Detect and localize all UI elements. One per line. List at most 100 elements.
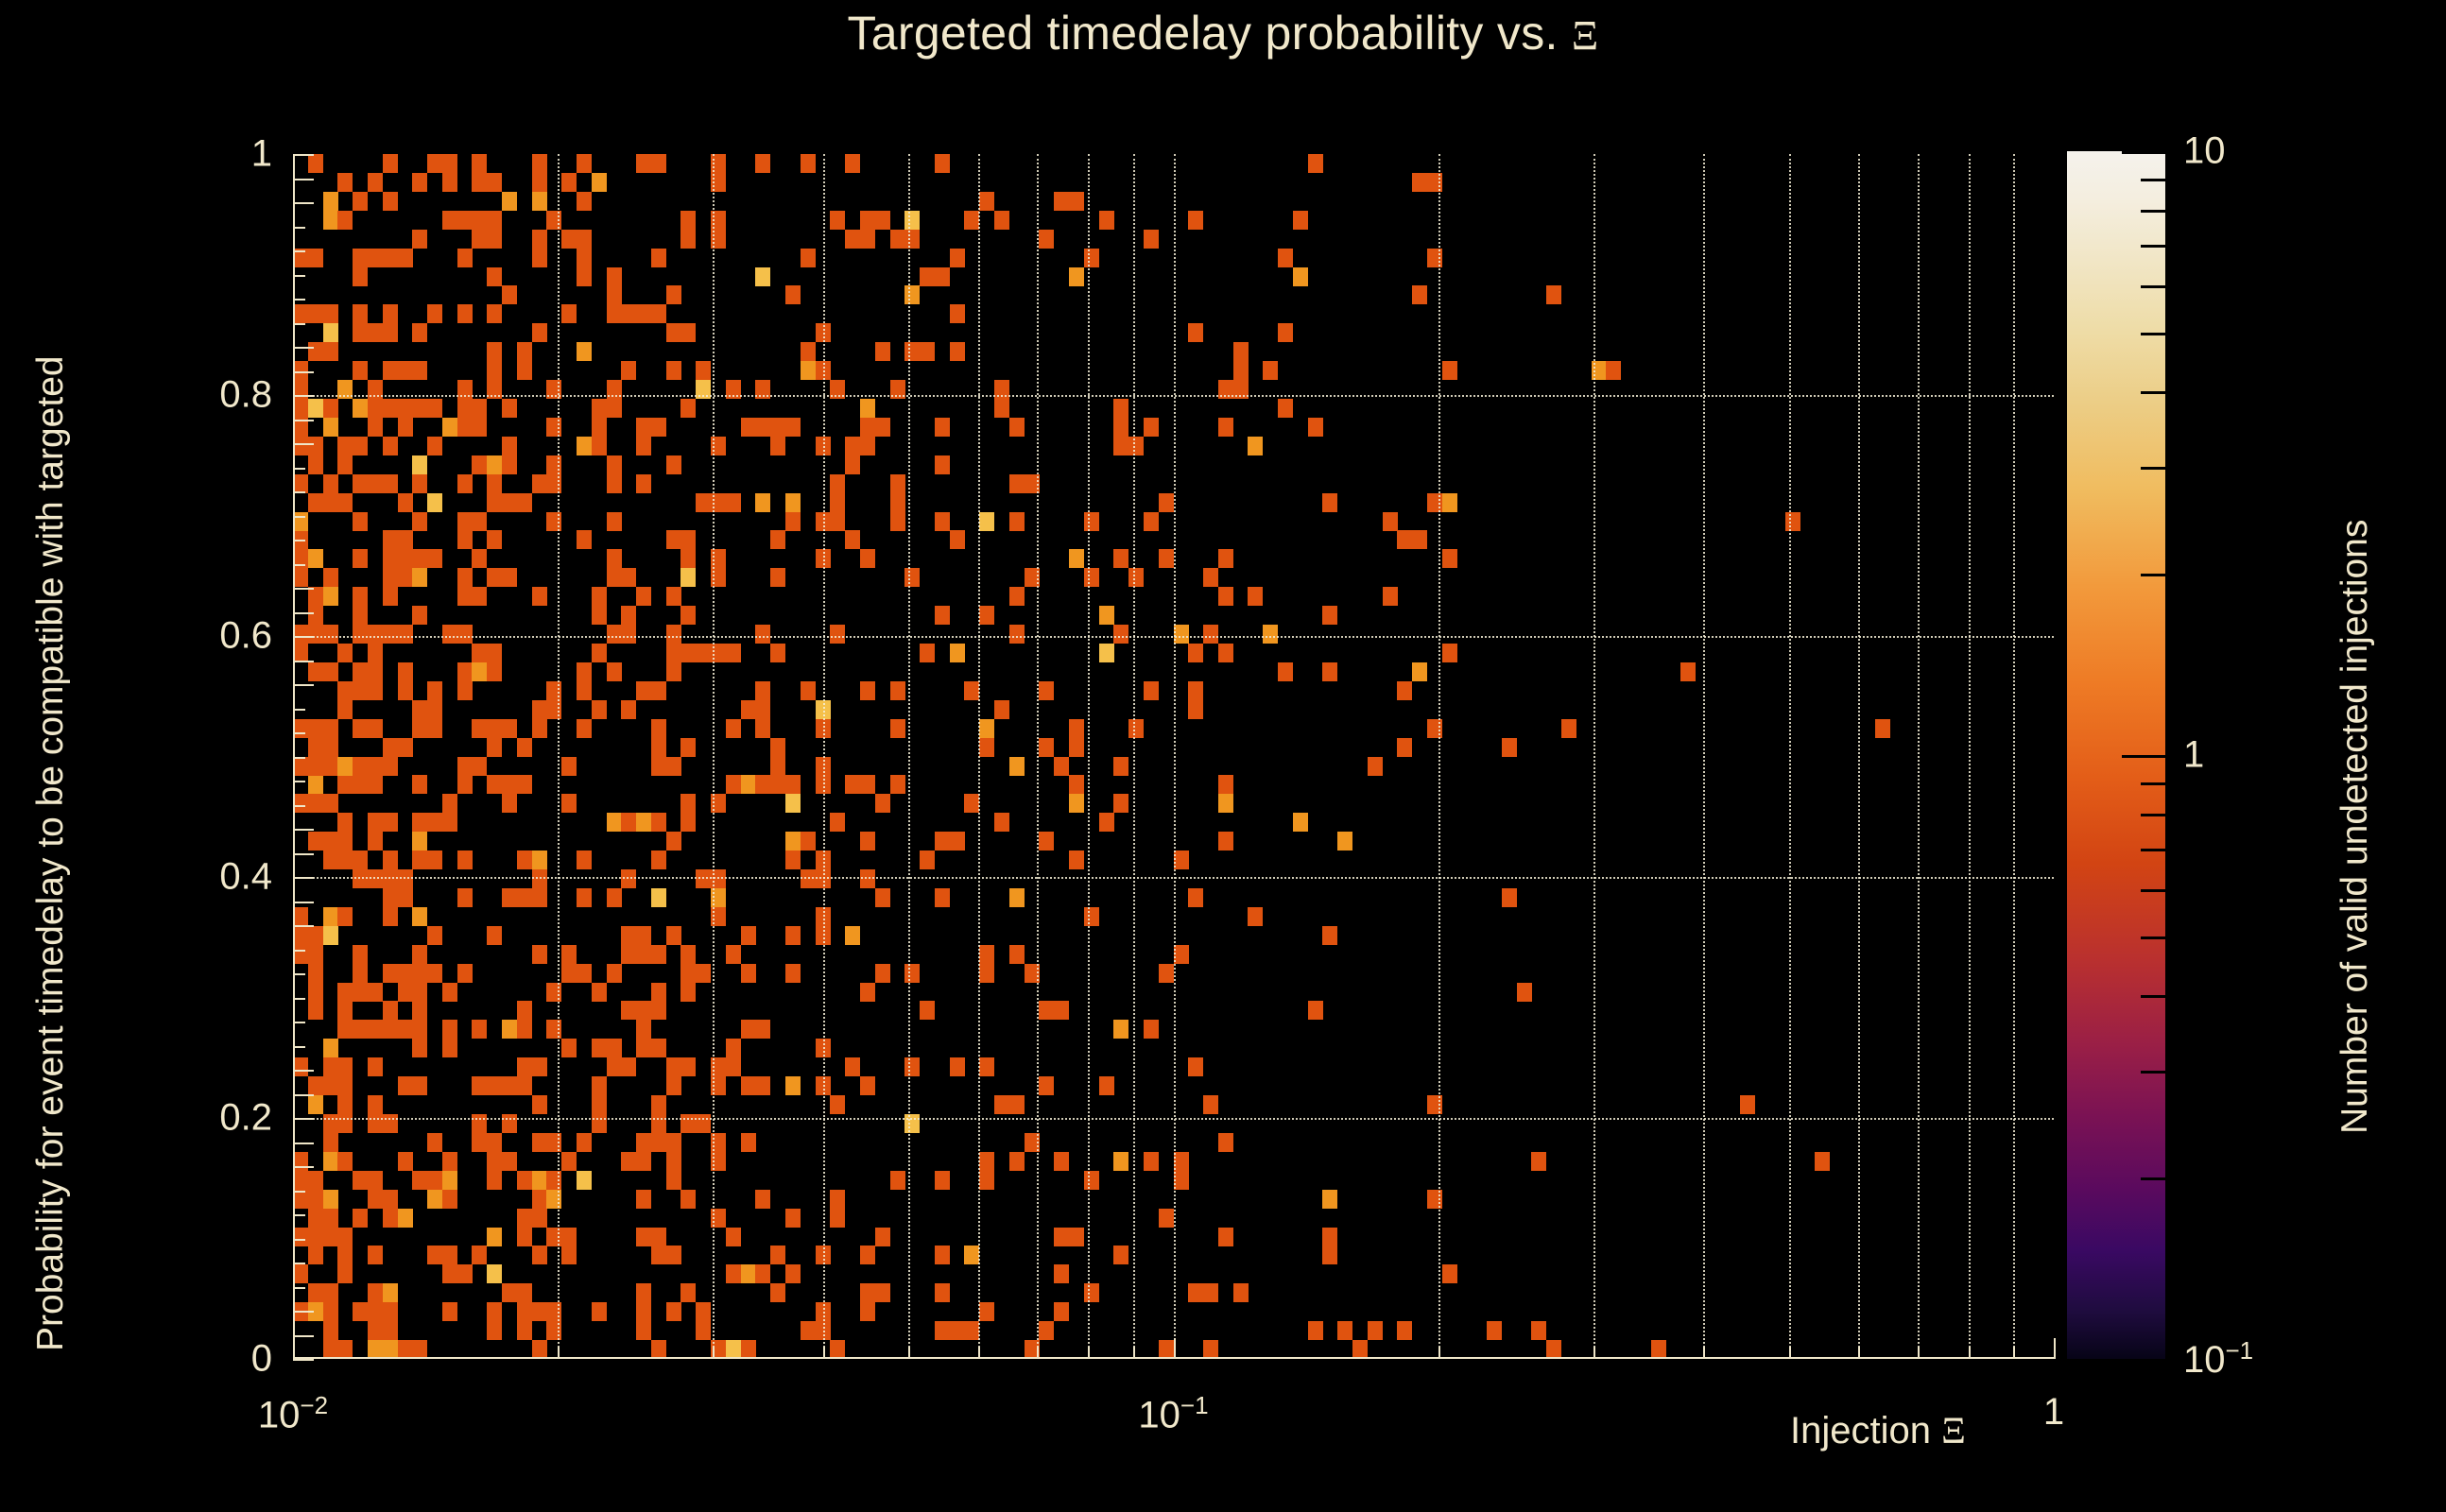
heatmap-cell	[397, 1020, 413, 1040]
heatmap-cell	[1531, 1321, 1547, 1341]
heatmap-cell	[367, 1283, 383, 1303]
heatmap-cell	[650, 1114, 666, 1134]
heatmap-cell	[1098, 813, 1114, 833]
heatmap-cell	[456, 756, 473, 776]
heatmap-cell	[546, 1302, 562, 1322]
heatmap-cell	[441, 1151, 457, 1171]
heatmap-cell	[353, 266, 369, 286]
heatmap-cell	[382, 1189, 398, 1209]
heatmap-cell	[621, 568, 637, 588]
heatmap-cell	[412, 549, 428, 569]
heatmap-cell	[636, 1283, 652, 1303]
heatmap-cell	[546, 210, 562, 230]
heatmap-cell	[740, 417, 756, 437]
heatmap-cell	[367, 982, 383, 1002]
heatmap-cell	[293, 361, 308, 381]
heatmap-cell	[1008, 511, 1025, 531]
heatmap-cell	[859, 417, 875, 437]
heatmap-cell	[322, 756, 338, 776]
heatmap-cell	[516, 1321, 532, 1341]
heatmap-cell	[353, 361, 369, 381]
heatmap-cell	[1158, 492, 1174, 512]
heatmap-cell	[785, 285, 801, 305]
heatmap-cell	[1054, 1001, 1070, 1021]
heatmap-cell	[680, 963, 697, 983]
heatmap-cell	[1068, 775, 1084, 795]
heatmap-cell	[307, 944, 323, 964]
heatmap-cell	[979, 606, 995, 626]
heatmap-cell	[382, 963, 398, 983]
heatmap-cell	[859, 982, 875, 1002]
heatmap-cell	[293, 511, 308, 531]
heatmap-cell	[1292, 210, 1308, 230]
heatmap-cell	[606, 473, 622, 493]
heatmap-cell	[934, 887, 950, 907]
heatmap-cell	[621, 606, 637, 626]
heatmap-cell	[1158, 1208, 1174, 1228]
heatmap-cell	[487, 455, 503, 474]
heatmap-cell	[367, 1246, 383, 1265]
heatmap-cell	[367, 1020, 383, 1040]
heatmap-cell	[397, 492, 413, 512]
heatmap-cell	[755, 775, 771, 795]
heatmap-cell	[322, 1039, 338, 1058]
heatmap-cell	[606, 549, 622, 569]
heatmap-cell	[367, 323, 383, 343]
heatmap-cell	[859, 869, 875, 889]
heatmap-cell	[353, 1170, 369, 1190]
heatmap-cell	[307, 1189, 323, 1209]
heatmap-cell	[859, 398, 875, 418]
heatmap-cell	[1143, 417, 1159, 437]
heatmap-cell	[441, 172, 457, 192]
y-tick-label: 0.6	[219, 614, 272, 657]
heatmap-cell	[441, 625, 457, 644]
heatmap-cell	[815, 869, 831, 889]
heatmap-cell	[337, 1114, 353, 1134]
heatmap-cell	[307, 398, 323, 418]
heatmap-cell	[621, 304, 637, 324]
colorbar-title: Number of valid undetected injections	[2334, 519, 2375, 1134]
heatmap-cell	[725, 380, 741, 400]
heatmap-cell	[367, 1057, 383, 1077]
heatmap-cell	[830, 1095, 846, 1115]
heatmap-cell	[1217, 417, 1233, 437]
heatmap-cell	[800, 361, 816, 381]
heatmap-cell	[1278, 248, 1294, 267]
heatmap-cell	[427, 492, 443, 512]
heatmap-cell	[994, 380, 1010, 400]
heatmap-cell	[472, 455, 488, 474]
heatmap-cell	[979, 1170, 995, 1190]
heatmap-cell	[1307, 1001, 1323, 1021]
heatmap-cell	[650, 756, 666, 776]
heatmap-cell	[650, 154, 666, 173]
heatmap-cell	[307, 794, 323, 814]
heatmap-cell	[1068, 1227, 1084, 1246]
heatmap-cell	[830, 473, 846, 493]
heatmap-cell	[755, 417, 771, 437]
heatmap-cell	[516, 1208, 532, 1228]
heatmap-cell	[1278, 398, 1294, 418]
heatmap-cell	[353, 756, 369, 776]
heatmap-cell	[830, 380, 846, 400]
heatmap-cell	[322, 1132, 338, 1152]
heatmap-cell	[1248, 906, 1264, 926]
heatmap-cell	[293, 756, 308, 776]
heatmap-cell	[441, 982, 457, 1002]
y-tick-mark	[293, 1359, 314, 1361]
heatmap-cell	[397, 982, 413, 1002]
heatmap-cell	[472, 1132, 488, 1152]
heatmap-cell	[397, 398, 413, 418]
heatmap-cell	[397, 530, 413, 550]
colorbar-tick-label: 10−1	[2183, 1335, 2254, 1382]
heatmap-cell	[412, 944, 428, 964]
heatmap-cell	[502, 568, 518, 588]
heatmap-cell	[621, 944, 637, 964]
heatmap-cell	[472, 1246, 488, 1265]
heatmap-cell	[711, 1132, 727, 1152]
heatmap-cell	[322, 737, 338, 757]
heatmap-cell	[1203, 1340, 1219, 1360]
heatmap-cell	[680, 530, 697, 550]
heatmap-cell	[1397, 1321, 1413, 1341]
heatmap-cell	[456, 587, 473, 607]
heatmap-cell	[904, 285, 921, 305]
